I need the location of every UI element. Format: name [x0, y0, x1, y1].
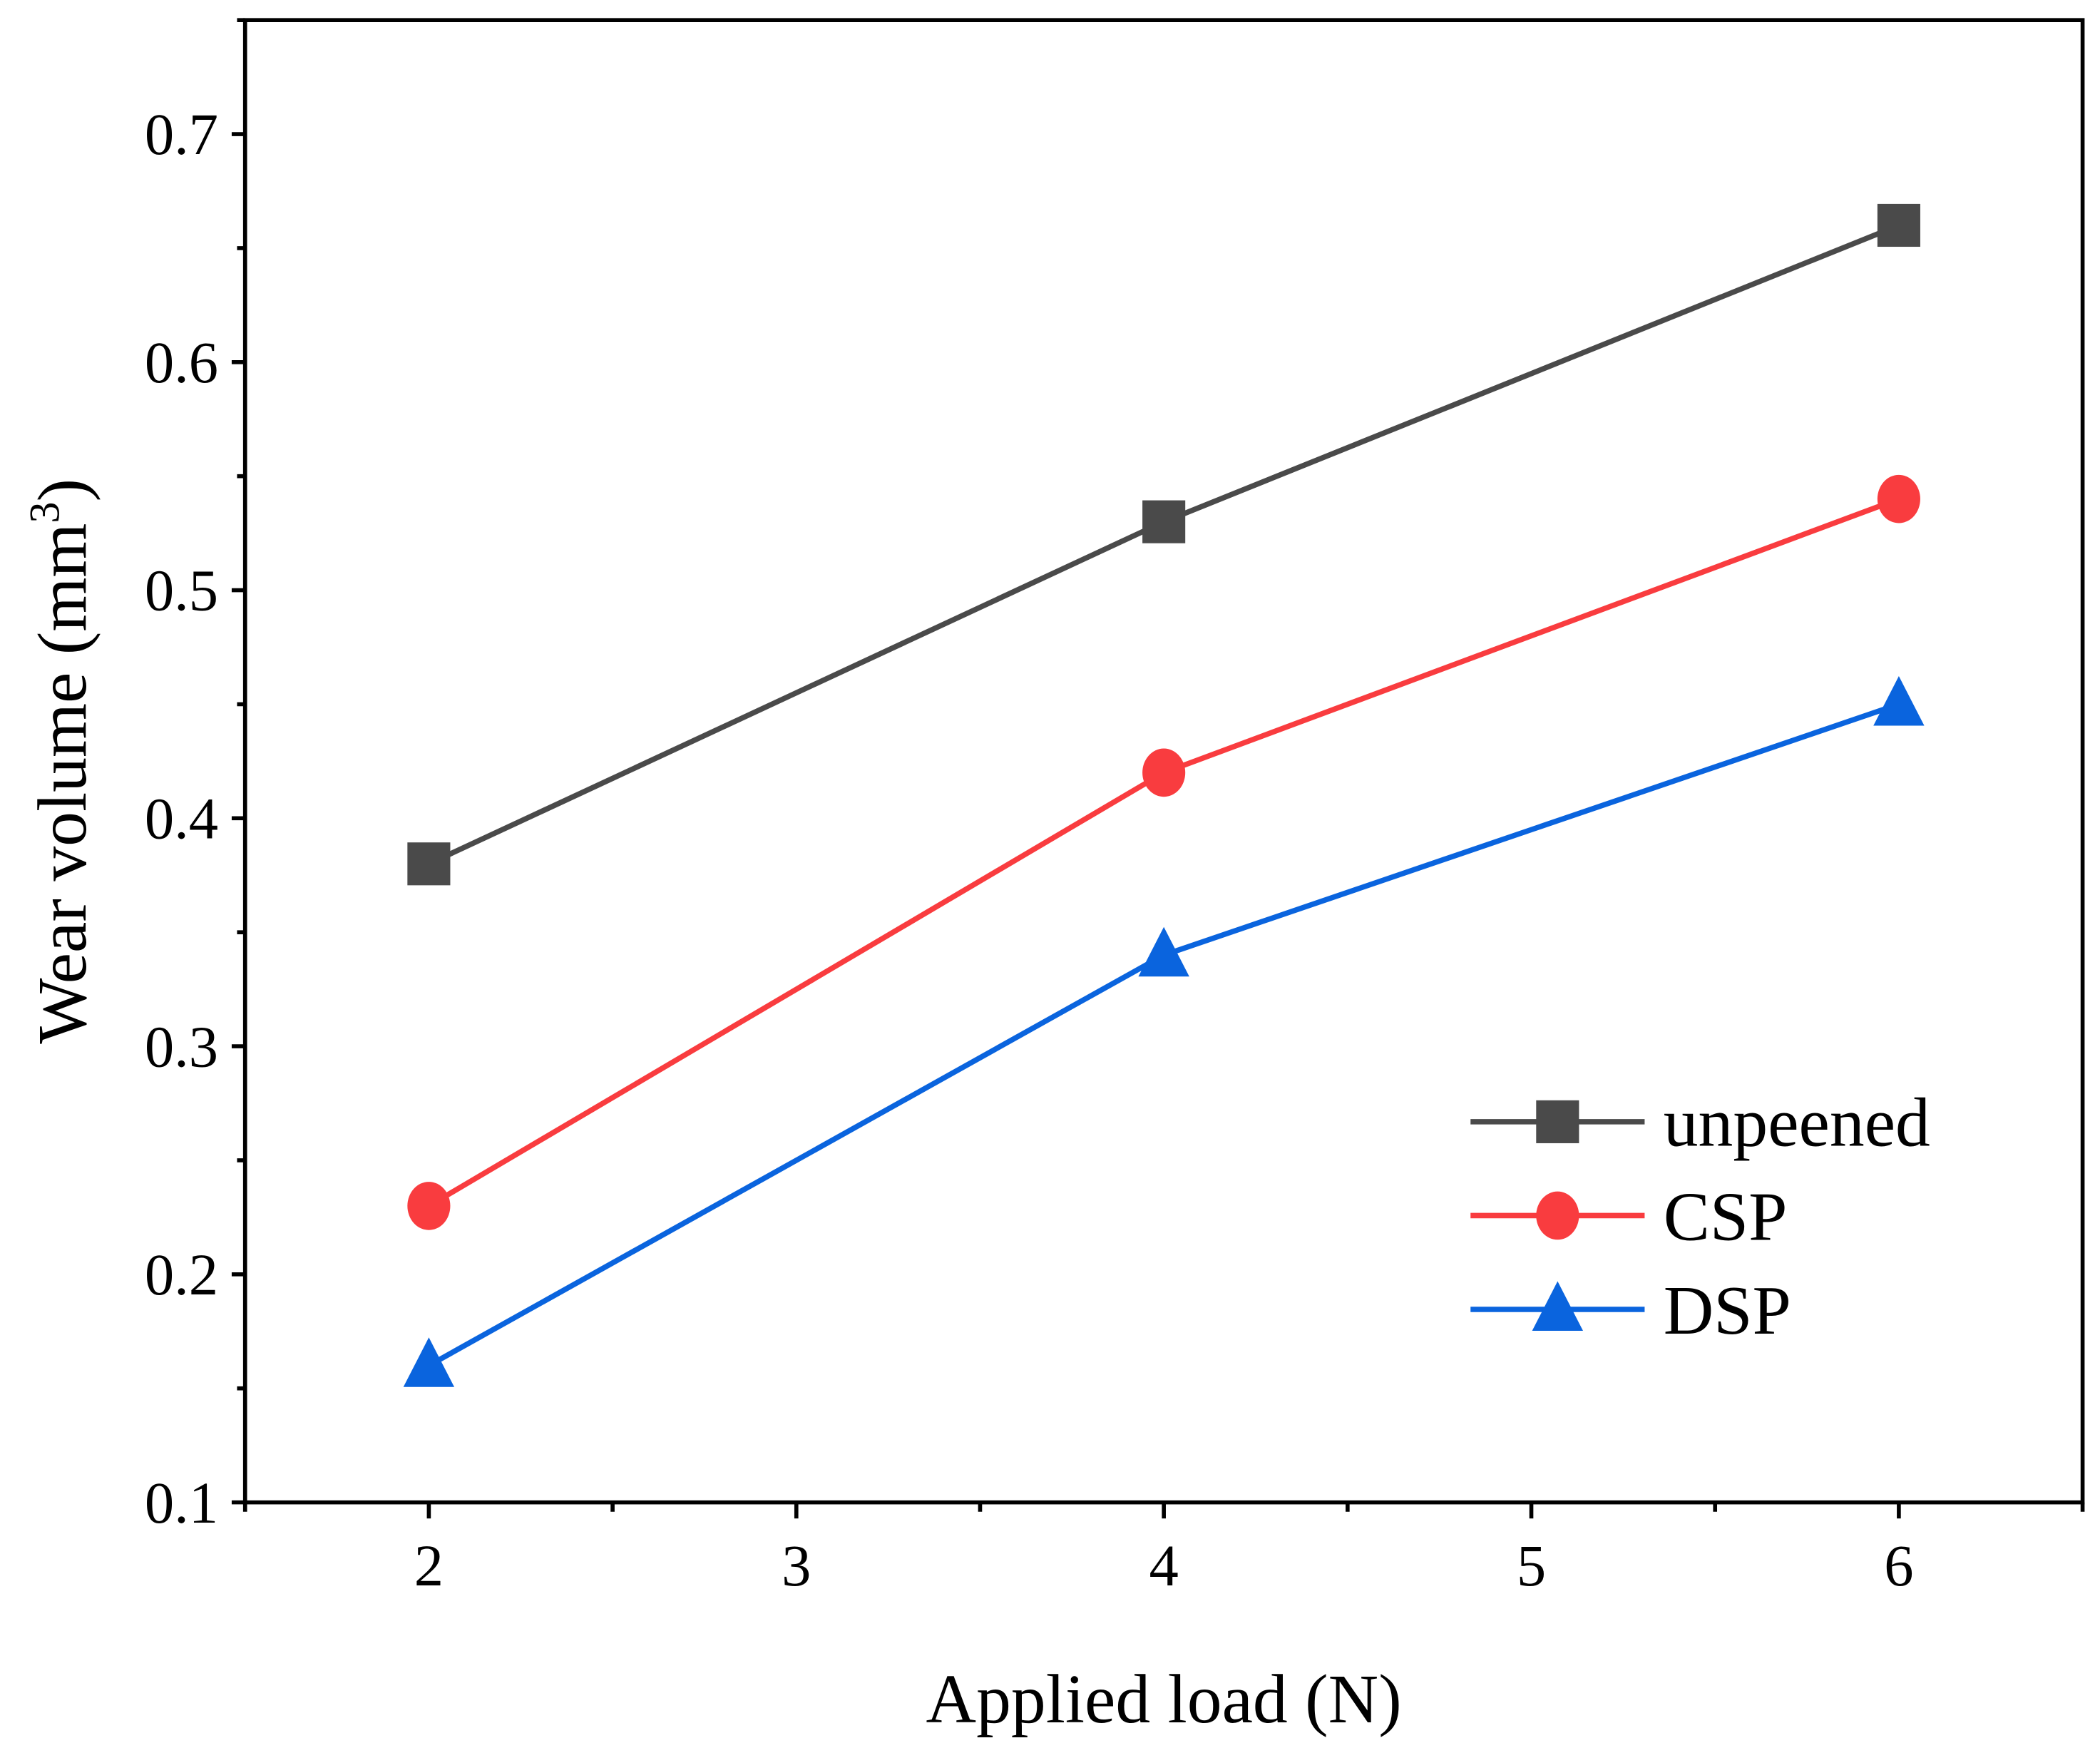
- legend-label: CSP: [1664, 1178, 1788, 1255]
- y-axis-label-main: Wear volume (mm: [24, 523, 101, 1044]
- legend-marker: [1536, 1100, 1579, 1143]
- y-tick-label: 0.2: [145, 1242, 218, 1307]
- y-tick-label: 0.4: [145, 785, 218, 851]
- legend-item-csp: CSP: [1470, 1178, 1787, 1255]
- data-point: [1142, 500, 1186, 543]
- x-tick-label: 3: [782, 1533, 811, 1598]
- x-axis-label: Applied load (N): [926, 1661, 1402, 1738]
- series-csp: [407, 474, 1920, 1230]
- axes: 0.1 0.2 0.3 0.4 0.5 0.6 0.7 2 3 4 5 6: [145, 18, 2085, 1598]
- legend-marker: [1532, 1281, 1584, 1332]
- x-tick-label: 6: [1884, 1533, 1913, 1598]
- series-group: [403, 203, 1925, 1387]
- data-point: [1142, 748, 1186, 797]
- data-point: [1873, 675, 1925, 726]
- legend-item-dsp: DSP: [1470, 1272, 1791, 1349]
- y-tick-label: 0.1: [145, 1470, 218, 1535]
- y-tick-label: 0.3: [145, 1013, 218, 1079]
- y-tick-label: 0.6: [145, 329, 218, 395]
- data-point: [407, 842, 451, 886]
- data-point: [1877, 203, 1920, 247]
- series-dsp: [403, 675, 1925, 1387]
- y-axis-label-close: ): [24, 479, 101, 502]
- y-axis-label: Wear volume (mm3): [21, 479, 102, 1044]
- legend-marker: [1536, 1191, 1579, 1240]
- legend-label: DSP: [1664, 1272, 1791, 1349]
- x-tick-label: 2: [414, 1533, 444, 1598]
- x-tick-label: 4: [1149, 1533, 1178, 1598]
- series-line: [427, 701, 1900, 1369]
- data-point: [1877, 474, 1920, 523]
- y-tick-label: 0.5: [145, 558, 218, 623]
- y-tick-label: 0.7: [145, 101, 218, 167]
- data-point: [1138, 926, 1189, 977]
- data-point: [403, 1337, 455, 1387]
- legend-label: unpeened: [1664, 1085, 1930, 1162]
- legend: unpeened CSP DSP: [1470, 1085, 1930, 1349]
- data-point: [407, 1182, 451, 1230]
- y-axis-label-sup: 3: [21, 502, 69, 523]
- legend-item-unpeened: unpeened: [1470, 1085, 1930, 1162]
- series-unpeened: [407, 203, 1920, 886]
- x-tick-label: 5: [1517, 1533, 1546, 1598]
